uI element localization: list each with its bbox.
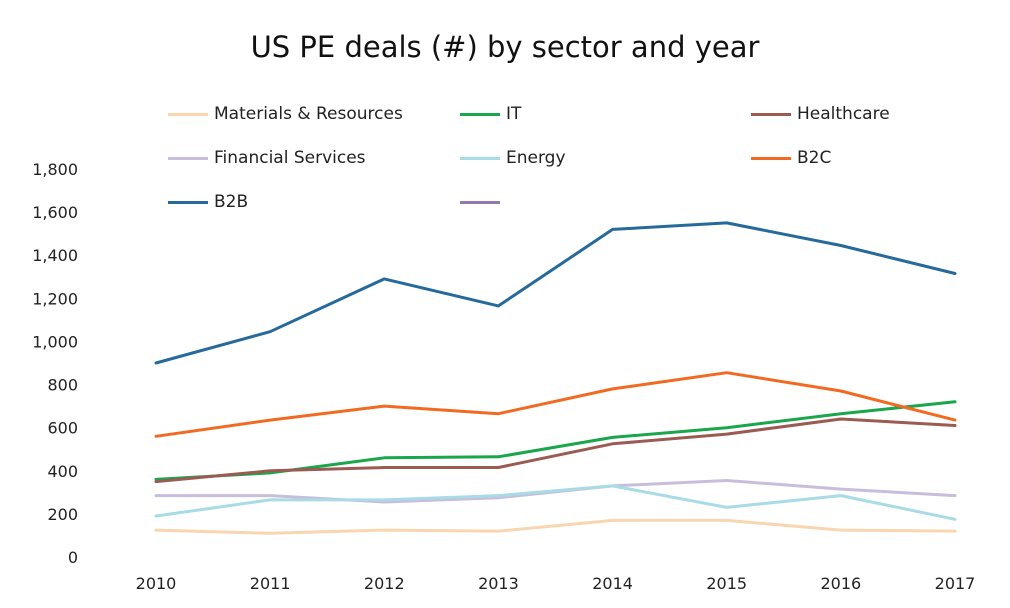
legend-item-it: IT <box>460 102 521 126</box>
legend-item-financial-services: Financial Services <box>168 146 366 170</box>
x-tick-label: 2012 <box>364 574 405 593</box>
series-line-healthcare <box>154 417 957 484</box>
legend-item-unnamed <box>460 190 506 214</box>
x-tick-label: 2011 <box>250 574 291 593</box>
y-tick-label: 200 <box>47 505 78 524</box>
series-line-b2b <box>154 221 957 365</box>
series-lines <box>154 221 957 535</box>
legend-swatch-healthcare <box>751 112 791 116</box>
legend-label-b2b: B2B <box>214 192 249 212</box>
series-line-materials-resources <box>154 518 957 535</box>
y-axis: 0 200 400 600 800 1,000 1,200 1,400 1,600 1,800 <box>32 160 78 567</box>
x-tick-label: 2016 <box>820 574 861 593</box>
y-tick-label: 800 <box>47 376 78 395</box>
x-tick-label: 2010 <box>136 574 177 593</box>
y-tick-label: 0 <box>68 548 78 567</box>
legend-swatch-b2c <box>751 156 791 160</box>
legend-item-energy: Energy <box>460 146 566 170</box>
x-tick-label: 2015 <box>706 574 747 593</box>
y-tick-label: 1,800 <box>32 160 78 179</box>
x-axis: 2010 2011 2012 2013 2014 2015 2016 2017 <box>136 574 976 593</box>
legend-swatch-it <box>460 112 500 116</box>
y-tick-label: 1,400 <box>32 246 78 265</box>
legend-swatch-energy <box>460 156 500 160</box>
legend-label-healthcare: Healthcare <box>797 104 890 124</box>
x-tick-label: 2013 <box>478 574 519 593</box>
x-tick-label: 2017 <box>935 574 976 593</box>
legend-item-b2c: B2C <box>751 146 831 170</box>
legend-label-materials: Materials & Resources <box>214 104 403 124</box>
series-line-it <box>154 400 957 481</box>
legend-label-financial-services: Financial Services <box>214 148 366 168</box>
legend-label-energy: Energy <box>506 148 566 168</box>
legend-label-b2c: B2C <box>797 148 832 168</box>
series-line-b2c <box>154 371 957 438</box>
x-tick-label: 2014 <box>592 574 633 593</box>
series-line-energy <box>154 484 957 521</box>
y-tick-label: 400 <box>47 462 78 481</box>
legend-item-healthcare: Healthcare <box>751 102 890 126</box>
y-tick-label: 1,000 <box>32 332 78 351</box>
legend-item-b2b: B2B <box>168 190 248 214</box>
legend-swatch-b2b <box>168 200 208 204</box>
chart-title: US PE deals (#) by sector and year <box>250 30 760 64</box>
y-tick-label: 600 <box>47 419 78 438</box>
legend-swatch-materials <box>168 112 208 116</box>
legend-swatch-unnamed <box>460 200 500 204</box>
legend-label-it: IT <box>506 104 522 124</box>
legend-item-materials: Materials & Resources <box>168 102 403 126</box>
y-tick-label: 1,600 <box>32 203 78 222</box>
y-tick-label: 1,200 <box>32 289 78 308</box>
legend-swatch-financial-services <box>168 156 208 160</box>
